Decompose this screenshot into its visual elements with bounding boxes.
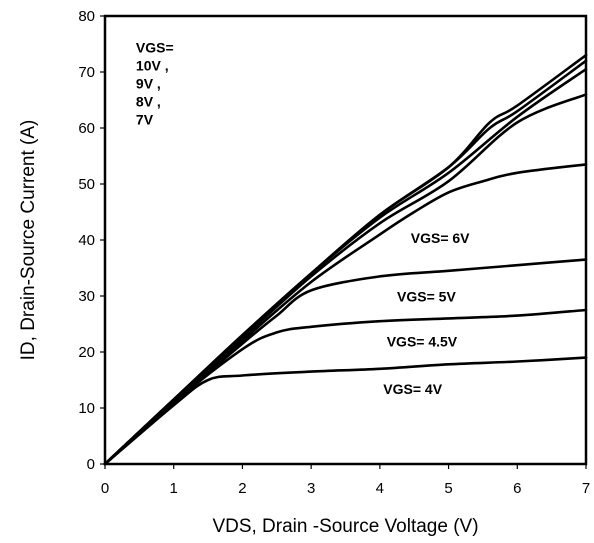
series-layer: [103, 53, 588, 466]
x-tick-label: 0: [101, 480, 109, 497]
y-tick-label: 20: [78, 344, 95, 361]
y-tick-label: 40: [78, 232, 95, 249]
x-tick-label: 4: [376, 480, 384, 497]
x-tick-label: 6: [513, 480, 521, 497]
x-axis-title: VDS, Drain -Source Voltage (V): [212, 516, 478, 537]
y-tick-label: 50: [78, 176, 95, 193]
x-tick-label: 7: [582, 480, 590, 497]
curve-annotation: 7V: [136, 111, 154, 127]
x-tick-label: 1: [170, 480, 178, 497]
curve-annotation: VGS= 6V: [411, 230, 470, 246]
x-tick-label: 5: [444, 480, 452, 497]
y-tick-label: 0: [87, 456, 95, 473]
series-line-5: [103, 163, 588, 466]
x-tick-label: 3: [307, 480, 315, 497]
x-tick-label: 2: [238, 480, 246, 497]
y-tick-label: 10: [78, 400, 95, 417]
curve-annotation: 10V ,: [136, 57, 169, 73]
y-tick-label: 30: [78, 288, 95, 305]
y-tick-label: 70: [78, 64, 95, 81]
y-tick-label: 60: [78, 120, 95, 137]
series-line-8: [103, 356, 588, 466]
series-line-4: [103, 93, 588, 466]
annotations: VGS= 10V , 9V , 8V , 7V VGS= 6V VGS= 5V VGS= 4.…: [136, 39, 470, 397]
curve-annotation: 8V ,: [136, 93, 161, 109]
y-tick-label: 80: [78, 8, 95, 25]
series-line-7: [103, 308, 588, 466]
x-axis: 0 1 2 3 4 5 6 7: [101, 464, 590, 497]
curve-annotation: 9V ,: [136, 75, 161, 91]
y-axis: 0 10 20 30 40 50 60 70 80: [78, 8, 105, 473]
y-axis-title: ID, Drain-Source Current (A): [18, 120, 39, 361]
curve-annotation: VGS= 5V: [397, 289, 456, 305]
curve-annotation: VGS= 4V: [383, 381, 442, 397]
curve-annotation: VGS= 4.5V: [387, 333, 458, 349]
curve-annotation: VGS=: [136, 39, 174, 55]
